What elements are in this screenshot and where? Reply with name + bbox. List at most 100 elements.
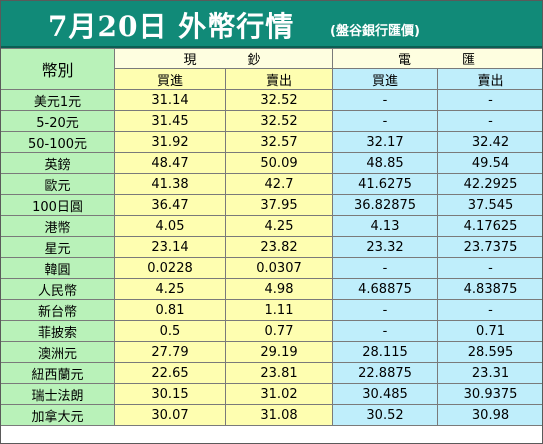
wire-buy-value: 4.68875 <box>332 278 439 300</box>
table-row: 100日圓 36.47 37.95 36.82875 37.545 <box>0 194 543 216</box>
cash-sell-value: 1.11 <box>224 299 334 321</box>
cash-group-header: 現 鈔 <box>113 48 334 69</box>
currency-name: 港幣 <box>0 215 115 237</box>
page-title: 7月20日 外幣行情 <box>48 10 295 43</box>
cash-sell-value: 32.52 <box>224 110 334 132</box>
currency-name: 5-20元 <box>0 110 115 132</box>
cash-sell-value: 37.95 <box>224 194 334 216</box>
wire-buy-value: 41.6275 <box>332 173 439 195</box>
cash-buy-value: 0.5 <box>114 320 226 342</box>
cash-sell-value: 0.0307 <box>224 257 334 279</box>
wire-buy-value: - <box>332 257 439 279</box>
cash-sell-value: 32.52 <box>224 89 334 111</box>
table-row: 5-20元 31.45 32.52- - <box>0 110 543 132</box>
currency-name: 50-100元 <box>0 131 115 153</box>
wire-buy-value: 28.115 <box>332 341 439 363</box>
cash-buy-value: 4.05 <box>114 215 226 237</box>
cash-sell-value: 23.82 <box>224 236 334 258</box>
table-body: 美元1元 31.14 32.52- -5-20元 31.45 32.52- -50-100元… <box>0 89 543 426</box>
wire-sell-value: - <box>437 257 543 279</box>
wire-buy-value: - <box>332 320 439 342</box>
wire-sell-value: 23.31 <box>437 362 543 384</box>
exchange-rate-table: 幣別 現 鈔 電 匯 買進 賣出 買進 賣出 美元1元 31.14 32.52- -5… <box>0 48 543 426</box>
wire-buy-value: - <box>332 110 439 132</box>
cash-sell-value: 4.25 <box>224 215 334 237</box>
cash-sell-value: 29.19 <box>224 341 334 363</box>
wire-sell-value: 4.17625 <box>437 215 543 237</box>
wire-buy-value: 30.52 <box>332 404 439 426</box>
cash-buy-header: 買進 <box>114 68 226 90</box>
cash-buy-value: 0.0228 <box>114 257 226 279</box>
cash-buy-value: 4.25 <box>114 278 226 300</box>
cash-buy-value: 27.79 <box>114 341 226 363</box>
currency-name: 新台幣 <box>0 299 115 321</box>
wire-sell-value: 23.7375 <box>437 236 543 258</box>
title-bar: 7月20日 外幣行情 (盤谷銀行匯價) <box>0 0 543 48</box>
currency-name: 韓圓 <box>0 257 115 279</box>
cash-buy-value: 30.07 <box>114 404 226 426</box>
wire-buy-header: 買進 <box>332 68 439 90</box>
currency-column-header: 幣別 <box>0 48 115 90</box>
cash-sell-value: 4.98 <box>224 278 334 300</box>
table-row: 澳洲元 27.79 29.19 28.115 28.595 <box>0 341 543 363</box>
cash-sell-value: 31.08 <box>224 404 334 426</box>
wire-sell-value: 4.83875 <box>437 278 543 300</box>
wire-sell-value: 42.2925 <box>437 173 543 195</box>
currency-name: 澳洲元 <box>0 341 115 363</box>
wire-sell-value: 37.545 <box>437 194 543 216</box>
table-row: 新台幣 0.81 1.11- - <box>0 299 543 321</box>
table-row: 港幣 4.05 4.25 4.13 4.17625 <box>0 215 543 237</box>
table-row: 歐元 41.38 42.7 41.6275 42.2925 <box>0 173 543 195</box>
cash-buy-value: 36.47 <box>114 194 226 216</box>
wire-buy-value: 4.13 <box>332 215 439 237</box>
cash-buy-value: 22.65 <box>114 362 226 384</box>
wire-sell-value: 49.54 <box>437 152 543 174</box>
table-row: 星元 23.14 23.82 23.32 23.7375 <box>0 236 543 258</box>
wire-sell-value: 0.71 <box>437 320 543 342</box>
table-row: 美元1元 31.14 32.52- - <box>0 89 543 111</box>
currency-name: 英鎊 <box>0 152 115 174</box>
currency-name: 歐元 <box>0 173 115 195</box>
currency-name: 100日圓 <box>0 194 115 216</box>
cash-buy-value: 31.14 <box>114 89 226 111</box>
wire-sell-value: 30.9375 <box>437 383 543 405</box>
table-row: 加拿大元 30.07 31.08 30.52 30.98 <box>0 404 543 426</box>
table-row: 紐西蘭元 22.65 23.81 22.8875 23.31 <box>0 362 543 384</box>
cash-buy-value: 30.15 <box>114 383 226 405</box>
wire-group-header: 電 匯 <box>332 48 543 69</box>
cash-sell-value: 23.81 <box>224 362 334 384</box>
wire-sell-value: - <box>437 299 543 321</box>
wire-buy-value: 30.485 <box>332 383 439 405</box>
table-header-row-subcols: 買進 賣出 買進 賣出 <box>1 68 543 90</box>
wire-buy-value: 48.85 <box>332 152 439 174</box>
wire-buy-value: 22.8875 <box>332 362 439 384</box>
cash-buy-value: 48.47 <box>114 152 226 174</box>
table-row: 韓圓 0.0228 0.0307- - <box>0 257 543 279</box>
currency-name: 瑞士法朗 <box>0 383 115 405</box>
currency-name: 星元 <box>0 236 115 258</box>
cash-buy-value: 0.81 <box>114 299 226 321</box>
cash-sell-value: 50.09 <box>224 152 334 174</box>
wire-buy-value: 23.32 <box>332 236 439 258</box>
wire-sell-value: 32.42 <box>437 131 543 153</box>
cash-sell-value: 32.57 <box>224 131 334 153</box>
cash-buy-value: 31.45 <box>114 110 226 132</box>
wire-sell-value: 30.98 <box>437 404 543 426</box>
table-header-row-groups: 幣別 現 鈔 電 匯 <box>0 48 543 90</box>
table-row: 英鎊 48.47 50.09 48.85 49.54 <box>0 152 543 174</box>
cash-buy-value: 23.14 <box>114 236 226 258</box>
cash-buy-value: 41.38 <box>114 173 226 195</box>
wire-buy-value: 36.82875 <box>332 194 439 216</box>
cash-sell-header: 賣出 <box>224 68 334 90</box>
wire-sell-value: - <box>437 89 543 111</box>
currency-name: 紐西蘭元 <box>0 362 115 384</box>
table-row: 菲披索 0.5 0.77-0.71 <box>0 320 543 342</box>
wire-buy-value: - <box>332 89 439 111</box>
wire-buy-value: - <box>332 299 439 321</box>
table-row: 50-100元 31.92 32.57 32.17 32.42 <box>0 131 543 153</box>
wire-sell-value: 28.595 <box>437 341 543 363</box>
currency-name: 加拿大元 <box>0 404 115 426</box>
table-row: 人民幣 4.25 4.98 4.68875 4.83875 <box>0 278 543 300</box>
cash-sell-value: 31.02 <box>224 383 334 405</box>
